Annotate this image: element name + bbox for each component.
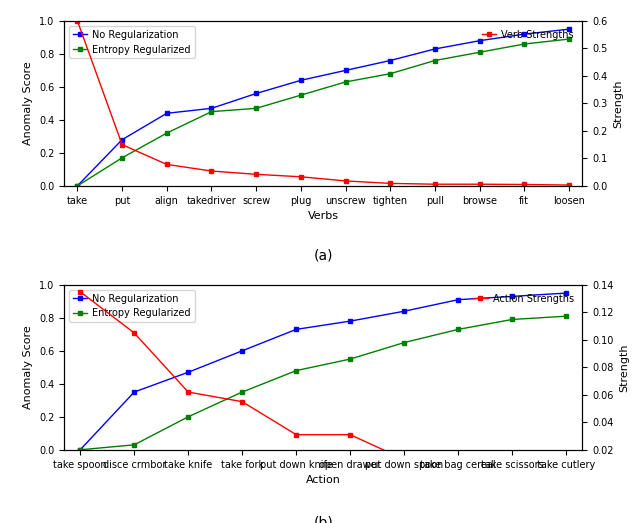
Line: No Regularization: No Regularization — [78, 291, 568, 452]
Y-axis label: Strength: Strength — [613, 79, 623, 128]
No Regularization — [252, 90, 260, 97]
Verb Strengths — [74, 18, 81, 24]
Y-axis label: Anomaly Score: Anomaly Score — [23, 62, 33, 145]
Entropy Regularized — [401, 339, 408, 346]
No Regularization — [207, 105, 215, 111]
Y-axis label: Anomaly Score: Anomaly Score — [23, 325, 33, 409]
No Regularization — [454, 297, 462, 303]
Verb Strengths — [476, 181, 483, 187]
No Regularization — [292, 326, 300, 333]
Y-axis label: Strength: Strength — [619, 343, 629, 392]
Entropy Regularized — [476, 49, 483, 55]
No Regularization — [520, 31, 528, 37]
Legend: No Regularization, Entropy Regularized: No Regularization, Entropy Regularized — [69, 26, 195, 59]
Entropy Regularized — [454, 326, 462, 333]
Verb Strengths — [342, 178, 349, 184]
Entropy Regularized — [76, 447, 84, 453]
Action Strengths — [238, 399, 246, 405]
No Regularization — [476, 38, 483, 44]
Verb Strengths — [163, 161, 171, 167]
Verb Strengths — [297, 174, 305, 180]
No Regularization — [238, 348, 246, 354]
No Regularization — [431, 46, 439, 52]
Action Strengths — [76, 289, 84, 295]
Verb Strengths — [118, 142, 126, 148]
Entropy Regularized — [252, 105, 260, 111]
Entropy Regularized — [74, 183, 81, 189]
Entropy Regularized — [207, 108, 215, 115]
Text: (b): (b) — [314, 516, 333, 523]
Verb Strengths — [207, 168, 215, 174]
No Regularization — [297, 77, 305, 84]
Entropy Regularized — [184, 414, 192, 420]
Verb Strengths — [520, 181, 528, 188]
No Regularization — [565, 26, 573, 32]
Line: No Regularization: No Regularization — [76, 27, 571, 188]
X-axis label: Action: Action — [306, 475, 340, 485]
Entropy Regularized — [508, 316, 516, 323]
No Regularization — [563, 290, 570, 296]
Entropy Regularized — [238, 389, 246, 395]
No Regularization — [342, 67, 349, 74]
Entropy Regularized — [342, 79, 349, 85]
Text: (a): (a) — [314, 248, 333, 263]
Action Strengths — [346, 431, 354, 438]
Entropy Regularized — [297, 92, 305, 98]
Entropy Regularized — [520, 41, 528, 47]
No Regularization — [118, 137, 126, 143]
No Regularization — [346, 318, 354, 324]
Action Strengths — [292, 431, 300, 438]
Entropy Regularized — [346, 356, 354, 362]
Line: Entropy Regularized: Entropy Regularized — [78, 314, 568, 452]
Entropy Regularized — [563, 313, 570, 320]
Entropy Regularized — [431, 58, 439, 64]
X-axis label: Verbs: Verbs — [308, 211, 339, 221]
No Regularization — [74, 183, 81, 189]
No Regularization — [184, 369, 192, 376]
Entropy Regularized — [163, 130, 171, 136]
Entropy Regularized — [292, 368, 300, 374]
No Regularization — [387, 58, 394, 64]
No Regularization — [76, 447, 84, 453]
Entropy Regularized — [565, 36, 573, 42]
Verb Strengths — [387, 180, 394, 187]
Verb Strengths — [565, 182, 573, 188]
Action Strengths — [401, 456, 408, 462]
Legend: Action Strengths: Action Strengths — [469, 290, 577, 308]
Action Strengths — [563, 456, 570, 462]
No Regularization — [508, 293, 516, 300]
Entropy Regularized — [118, 155, 126, 161]
No Regularization — [131, 389, 138, 395]
Action Strengths — [184, 389, 192, 395]
Line: Entropy Regularized: Entropy Regularized — [76, 37, 571, 188]
Legend: No Regularization, Entropy Regularized: No Regularization, Entropy Regularized — [69, 290, 195, 322]
Line: Verb Strengths: Verb Strengths — [76, 19, 571, 187]
Verb Strengths — [252, 171, 260, 177]
Legend: Verb Strengths: Verb Strengths — [477, 26, 577, 43]
Action Strengths — [508, 456, 516, 462]
No Regularization — [401, 308, 408, 314]
Action Strengths — [131, 330, 138, 336]
Entropy Regularized — [131, 442, 138, 448]
Action Strengths — [454, 456, 462, 462]
Entropy Regularized — [387, 71, 394, 77]
Verb Strengths — [431, 181, 439, 187]
Line: Action Strengths: Action Strengths — [78, 290, 568, 461]
No Regularization — [163, 110, 171, 117]
